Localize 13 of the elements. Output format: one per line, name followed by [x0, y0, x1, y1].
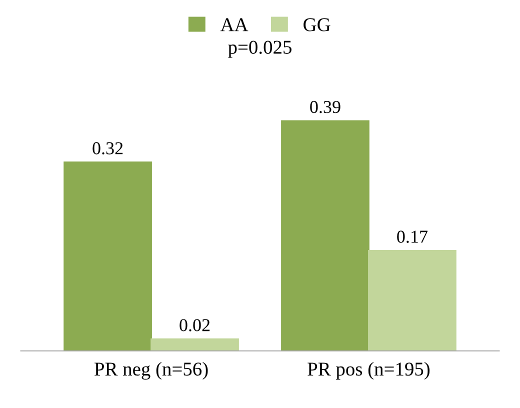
- data-label: 0.32: [92, 142, 123, 154]
- text: p=0.025: [228, 40, 292, 58]
- data-label: 0.39: [310, 100, 340, 114]
- bar: [64, 161, 152, 351]
- bar: [368, 250, 456, 351]
- data-label: 0.17: [397, 230, 428, 243]
- bar: [281, 120, 370, 351]
- legend-label: GG: [304, 18, 330, 32]
- x-tick-label: PR pos (n=195): [308, 362, 430, 380]
- bar: [150, 338, 239, 351]
- data-label: 0.02: [180, 319, 210, 332]
- legend-label: AA: [220, 18, 248, 32]
- x-tick-label: PR neg (n=56): [94, 362, 208, 380]
